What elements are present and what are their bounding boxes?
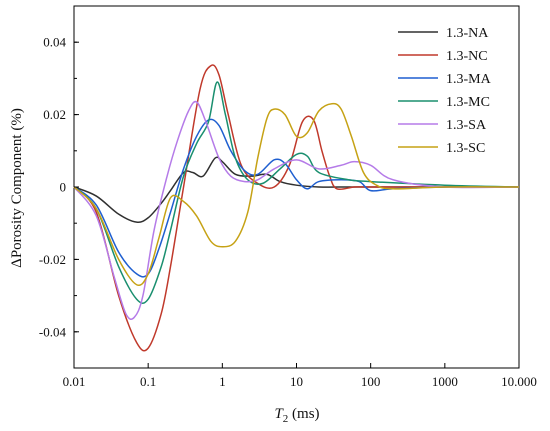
legend-label-1.3-MC: 1.3-MC <box>446 95 490 110</box>
series-lines <box>73 64 520 352</box>
legend-label-1.3-MA: 1.3-MA <box>446 72 492 87</box>
series-line-1.3-NC <box>73 64 520 352</box>
legend: 1.3-NA 1.3-NC 1.3-MA 1.3-MC 1.3-SA 1.3-SC <box>398 26 492 156</box>
x-axis-title-unit: (ms) <box>288 406 319 422</box>
x-tick-label: 1000 <box>432 374 458 389</box>
x-tick-label: 10.000 <box>501 374 537 389</box>
y-tick-label: 0 <box>60 180 67 195</box>
legend-label-1.3-NA: 1.3-NA <box>446 26 489 41</box>
legend-label-1.3-SA: 1.3-SA <box>446 118 487 133</box>
x-tick-label: 10 <box>290 374 303 389</box>
y-tick-label: 0.04 <box>43 35 66 50</box>
y-tick-label: 0.02 <box>43 107 66 122</box>
x-axis-title-symbol: T <box>274 406 284 422</box>
x-axis-title-subscript: 2 <box>283 413 289 425</box>
legend-label-1.3-NC: 1.3-NC <box>446 49 488 64</box>
x-tick-label: 0.01 <box>63 374 86 389</box>
series-line-1.3-SC <box>73 102 520 287</box>
y-axis-ticks: -0.04 -0.02 0 0.02 0.04 <box>39 5 79 369</box>
series-line-1.3-MC <box>73 81 520 305</box>
series-line-1.3-SA <box>73 100 520 320</box>
x-axis-ticks: 0.01 0.1 1 10 100 1000 10.000 <box>63 363 537 389</box>
x-tick-label: 100 <box>361 374 381 389</box>
y-tick-label: -0.02 <box>39 252 66 267</box>
series-line-1.3-NA <box>73 156 520 223</box>
x-tick-label: 1 <box>219 374 226 389</box>
x-tick-label: 0.1 <box>140 374 156 389</box>
legend-label-1.3-SC: 1.3-SC <box>446 141 485 156</box>
y-axis-title: ΔPorosity Component (%) <box>9 108 25 268</box>
x-axis-title: T2 (ms) <box>274 406 319 425</box>
y-tick-label: -0.04 <box>39 324 67 339</box>
